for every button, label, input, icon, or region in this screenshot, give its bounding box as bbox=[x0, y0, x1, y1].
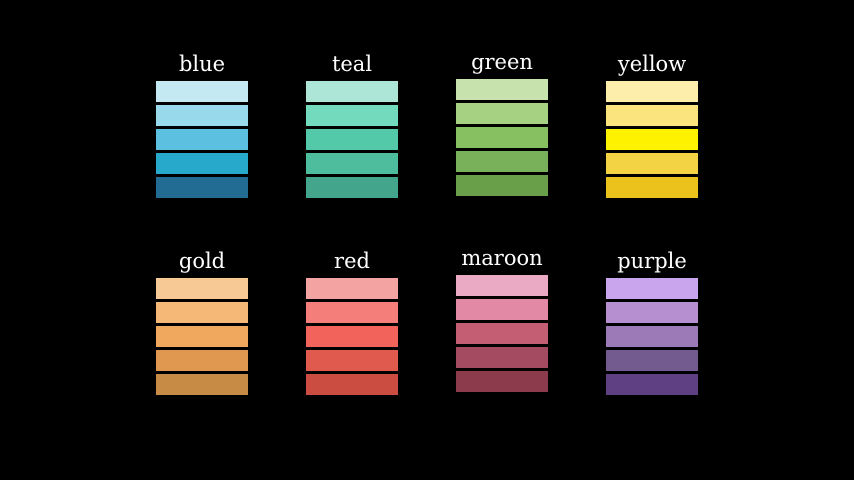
color-swatch bbox=[156, 374, 248, 395]
color-swatch bbox=[156, 302, 248, 323]
palette-yellow: yellow bbox=[606, 49, 698, 198]
color-swatch bbox=[306, 177, 398, 198]
palette-maroon: maroon bbox=[456, 243, 548, 392]
palette-green: green bbox=[456, 47, 548, 196]
color-swatch bbox=[306, 302, 398, 323]
color-swatch bbox=[156, 129, 248, 150]
color-swatch bbox=[306, 105, 398, 126]
palette-title: green bbox=[471, 50, 533, 74]
color-swatch bbox=[606, 302, 698, 323]
color-swatch bbox=[606, 153, 698, 174]
color-swatch bbox=[606, 177, 698, 198]
color-swatch bbox=[456, 127, 548, 148]
palette-title: teal bbox=[331, 52, 373, 76]
palette-teal: teal bbox=[306, 49, 398, 198]
color-swatch bbox=[156, 153, 248, 174]
color-swatch bbox=[456, 175, 548, 196]
palette-title: blue bbox=[178, 52, 226, 76]
color-swatch bbox=[306, 374, 398, 395]
palette-title: maroon bbox=[461, 246, 543, 270]
palette-blue: blue bbox=[156, 49, 248, 198]
color-swatch bbox=[156, 81, 248, 102]
color-swatch bbox=[606, 350, 698, 371]
palette-title: yellow bbox=[617, 52, 687, 76]
color-swatch bbox=[606, 81, 698, 102]
color-swatch bbox=[456, 151, 548, 172]
color-swatch bbox=[606, 105, 698, 126]
color-swatch bbox=[306, 278, 398, 299]
color-swatch bbox=[306, 153, 398, 174]
color-swatch bbox=[456, 323, 548, 344]
color-swatch bbox=[306, 129, 398, 150]
color-swatch bbox=[156, 177, 248, 198]
color-swatch bbox=[456, 371, 548, 392]
color-swatch bbox=[156, 350, 248, 371]
color-swatch bbox=[606, 278, 698, 299]
color-swatch bbox=[306, 326, 398, 347]
color-swatch bbox=[156, 278, 248, 299]
color-swatch bbox=[456, 275, 548, 296]
color-swatch bbox=[606, 326, 698, 347]
color-swatch bbox=[156, 326, 248, 347]
palette-title: gold bbox=[178, 249, 226, 273]
color-swatch bbox=[606, 374, 698, 395]
color-swatch bbox=[306, 350, 398, 371]
palette-title: red bbox=[334, 249, 370, 273]
palette-red: red bbox=[306, 246, 398, 395]
palette-gold: gold bbox=[156, 246, 248, 395]
color-swatch bbox=[456, 299, 548, 320]
color-swatch bbox=[606, 129, 698, 150]
color-swatch bbox=[456, 79, 548, 100]
color-swatch bbox=[306, 81, 398, 102]
palette-purple: purple bbox=[606, 246, 698, 395]
color-swatch bbox=[456, 347, 548, 368]
color-swatch bbox=[456, 103, 548, 124]
palette-title: purple bbox=[617, 249, 687, 273]
color-swatch bbox=[156, 105, 248, 126]
